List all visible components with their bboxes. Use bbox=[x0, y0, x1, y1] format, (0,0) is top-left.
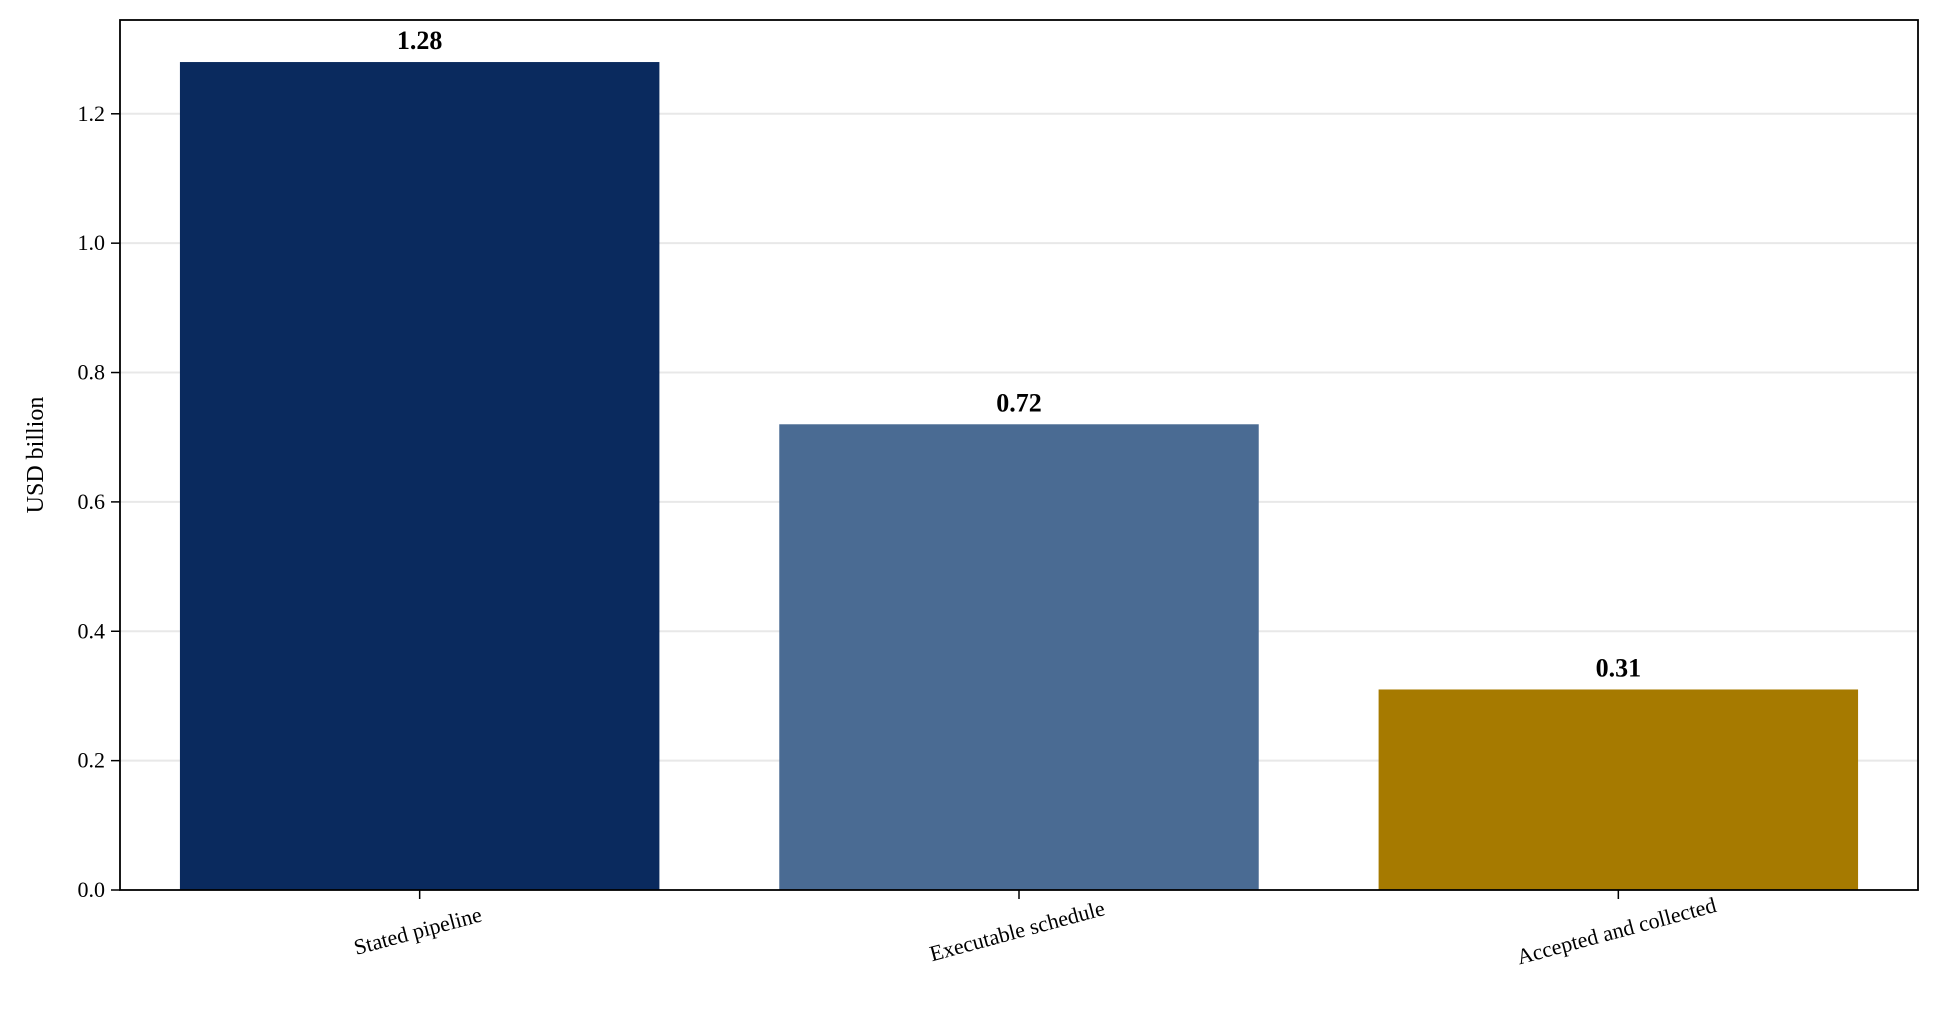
x-tick-label: Stated pipeline bbox=[351, 902, 484, 960]
bar-value-label: 0.72 bbox=[996, 388, 1042, 417]
bar-layer bbox=[179, 62, 1859, 890]
y-axis-title: USD billion bbox=[23, 397, 49, 514]
plot-frame bbox=[119, 19, 1919, 891]
y-tick-label: 0.0 bbox=[78, 877, 106, 902]
bar-value-label: 0.31 bbox=[1596, 653, 1642, 682]
bar-stated-pipeline bbox=[179, 62, 660, 890]
y-tick-label: 0.6 bbox=[78, 489, 106, 514]
y-tick-label: 1.0 bbox=[78, 230, 106, 255]
axis-layer bbox=[111, 19, 1919, 899]
bar-accepted-and-collected bbox=[1378, 689, 1859, 890]
bar-executable-schedule bbox=[779, 424, 1259, 890]
y-tick-label: 0.2 bbox=[78, 748, 106, 773]
x-tick-label: Accepted and collected bbox=[1514, 892, 1719, 969]
bar-value-label: 1.28 bbox=[397, 26, 443, 55]
y-tick-label: 0.4 bbox=[78, 618, 106, 643]
y-tick-label: 0.8 bbox=[78, 360, 106, 385]
y-tick-label: 1.2 bbox=[78, 101, 106, 126]
x-tick-label: Executable schedule bbox=[927, 895, 1108, 966]
